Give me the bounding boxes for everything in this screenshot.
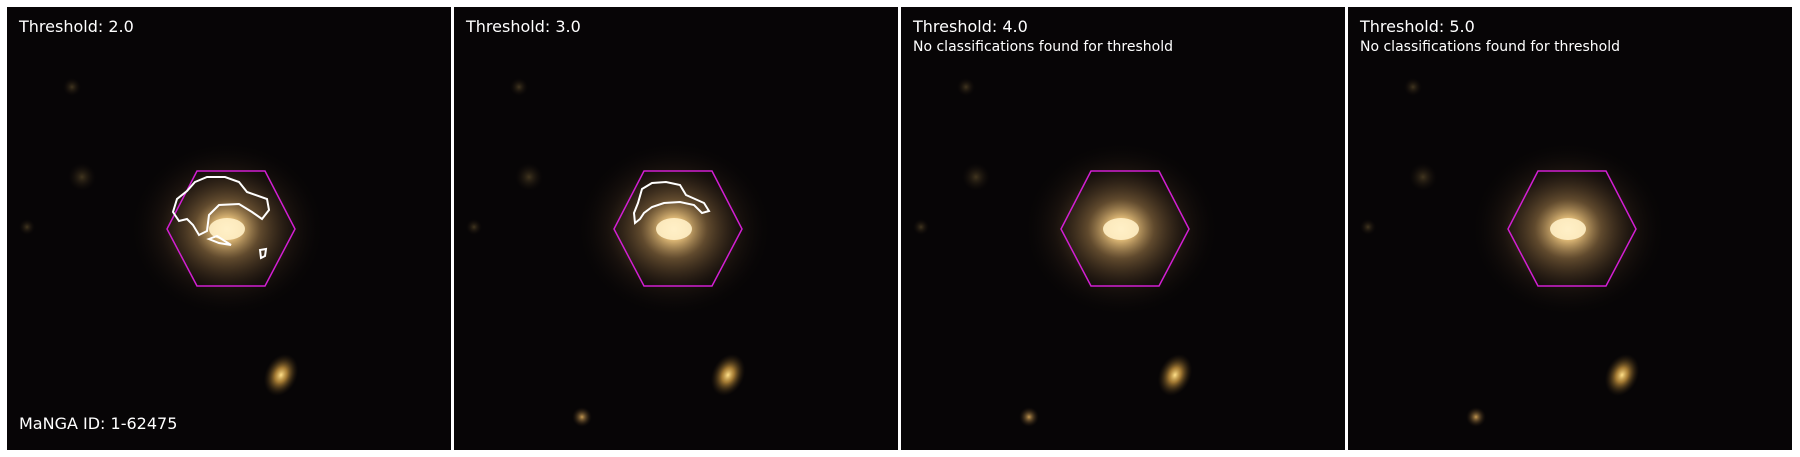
panel-title: Threshold: 4.0 <box>913 17 1028 36</box>
panel-title: Threshold: 5.0 <box>1360 17 1475 36</box>
galaxy-image-1 <box>7 7 451 450</box>
galaxy-image-4 <box>1348 7 1792 450</box>
threshold-panel-2: Threshold: 3.0 <box>454 7 898 450</box>
galaxy-image-3 <box>901 7 1345 450</box>
ifu-hexagon <box>613 170 743 287</box>
contour-small-dot <box>258 247 268 260</box>
threshold-panel-1: Threshold: 2.0 MaNGA ID: 1-62475 <box>7 7 451 450</box>
contour-arc <box>632 180 711 225</box>
contour-main <box>171 176 271 237</box>
ifu-hexagon <box>1507 170 1637 287</box>
panel-title: Threshold: 2.0 <box>19 17 134 36</box>
contour-small-triangle <box>206 234 232 246</box>
panel-title: Threshold: 3.0 <box>466 17 581 36</box>
no-classifications-message: No classifications found for threshold <box>1360 39 1620 55</box>
ifu-hexagon <box>166 170 296 287</box>
threshold-panel-3: Threshold: 4.0 No classifications found … <box>901 7 1345 450</box>
threshold-panel-4: Threshold: 5.0 No classifications found … <box>1348 7 1792 450</box>
ifu-hexagon <box>1060 170 1190 287</box>
manga-id-label: MaNGA ID: 1-62475 <box>19 414 178 433</box>
galaxy-image-2 <box>454 7 898 450</box>
no-classifications-message: No classifications found for threshold <box>913 39 1173 55</box>
